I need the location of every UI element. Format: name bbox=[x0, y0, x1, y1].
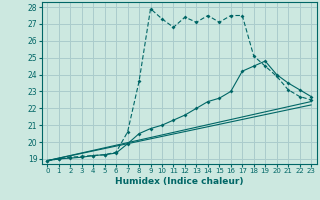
X-axis label: Humidex (Indice chaleur): Humidex (Indice chaleur) bbox=[115, 177, 244, 186]
